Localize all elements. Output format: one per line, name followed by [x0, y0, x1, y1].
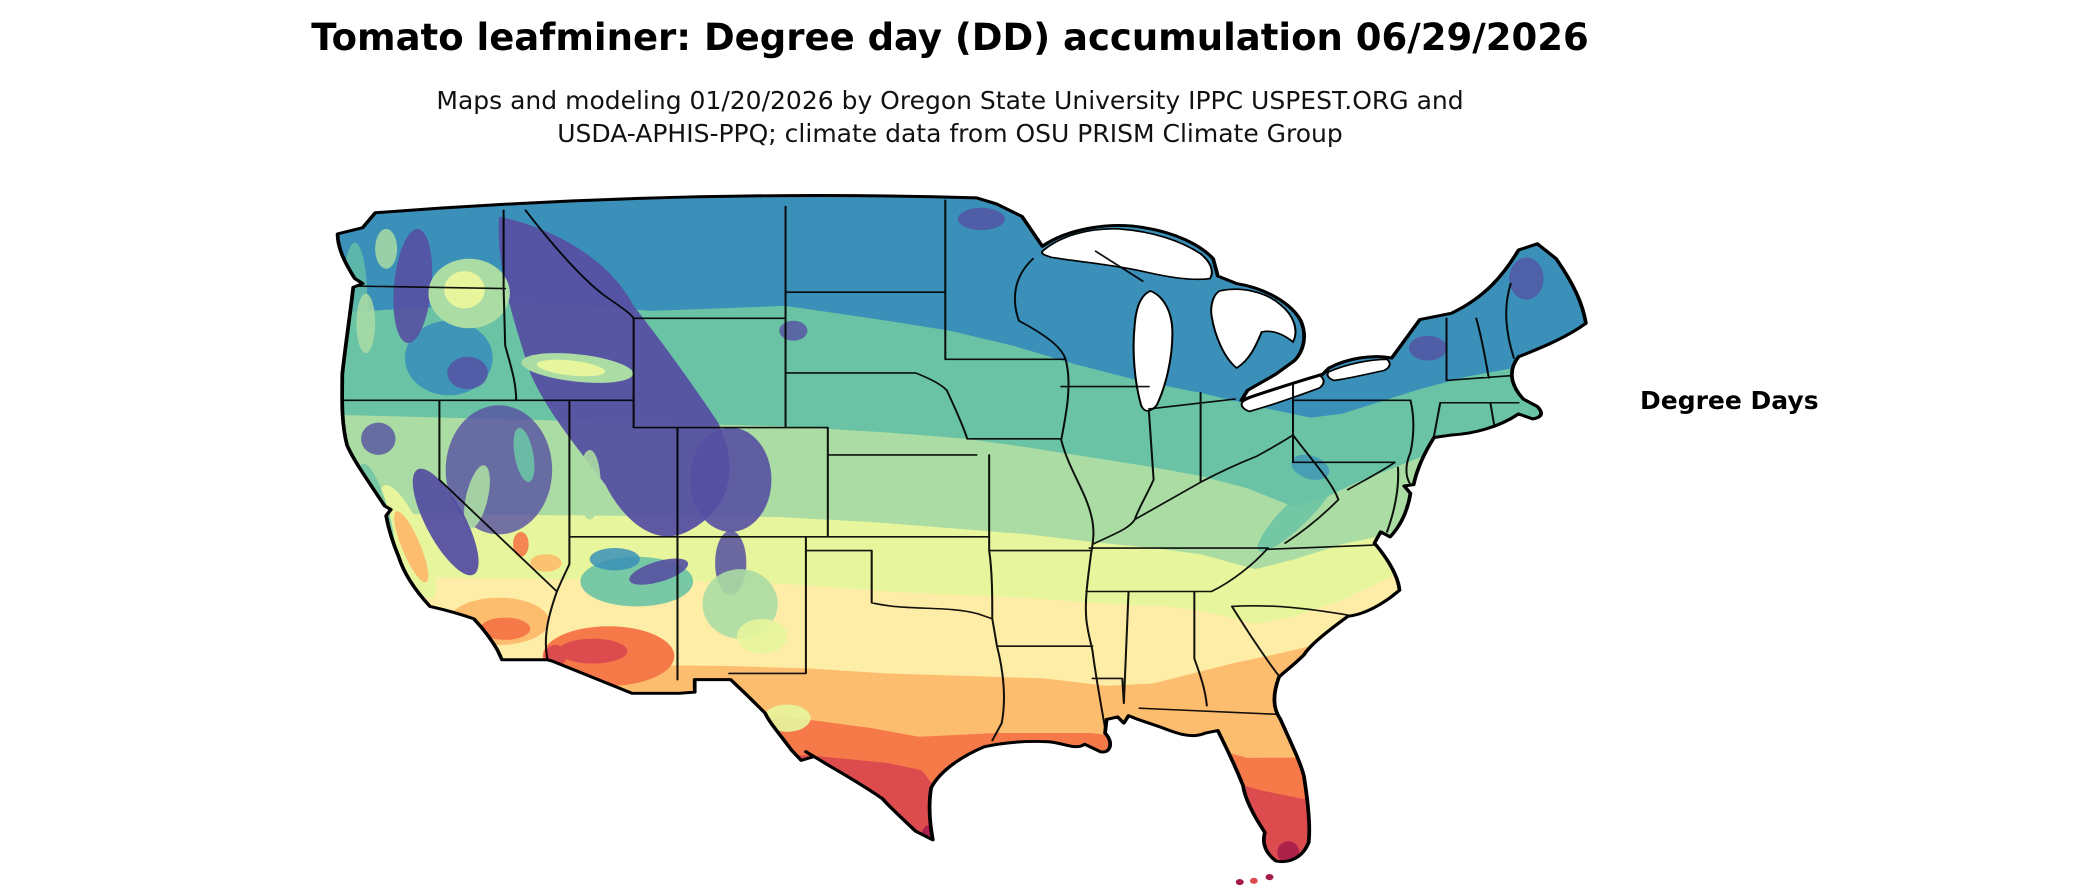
appalachians-region [1257, 472, 1338, 552]
legend-title: Degree Days [1640, 386, 1819, 415]
willamette-valley-region [356, 293, 376, 354]
page-subtitle-line2: USDA-APHIS-PPQ; climate data from OSU PR… [557, 119, 1343, 148]
terrain-patch [464, 465, 490, 529]
terrain-patch [578, 449, 601, 520]
black-hills-region [779, 320, 808, 341]
klamath-region [361, 422, 396, 455]
sierra-nevada-region [412, 468, 479, 576]
west-texas-mountains-region [763, 704, 811, 732]
map-svg [335, 194, 1588, 886]
colorado-rockies-region [690, 427, 772, 532]
page-title: Tomato leafminer: Degree day (DD) accumu… [311, 16, 1589, 59]
florida-key-dot [1235, 878, 1244, 886]
cascades-region [393, 229, 433, 344]
northern-minnesota-region [957, 207, 1005, 231]
page-subtitle: Maps and modeling 01/20/2026 by Oregon S… [0, 84, 1900, 150]
phoenix-desert-region [558, 638, 628, 664]
lake-michigan [1132, 290, 1174, 412]
florida-keys [1235, 873, 1274, 886]
terrain-patch [589, 548, 640, 571]
eastern-terrain-regions [921, 207, 1544, 862]
great-lakes [1041, 228, 1391, 413]
terrain-patch [736, 618, 788, 654]
us-outline [335, 194, 1588, 864]
lake-superior [1041, 228, 1213, 281]
adirondacks-region [1408, 335, 1447, 361]
lake-huron [1210, 288, 1297, 370]
terrain-patch [444, 271, 485, 309]
allegheny-highlands-region [1291, 454, 1330, 480]
las-vegas-valley-region [530, 554, 562, 572]
page-subtitle-line1: Maps and modeling 01/20/2026 by Oregon S… [436, 86, 1464, 115]
terrain-patch [480, 617, 531, 640]
florida-key-dot [1265, 873, 1274, 881]
death-valley-region [513, 531, 529, 557]
us-degree-day-map [300, 178, 1600, 892]
mogollon-rim-region [629, 558, 689, 585]
dd-raster [337, 195, 1586, 862]
northern-maine-region [1509, 257, 1544, 300]
terrain-patch [513, 427, 535, 482]
state-borders [341, 199, 1520, 742]
legend: Degree Days [1640, 386, 1819, 427]
terrain-patch [394, 511, 429, 583]
terrain-patch [447, 356, 488, 390]
terrain-patch [536, 359, 606, 377]
puget-lowland-region [375, 228, 398, 269]
lake-ontario [1326, 358, 1391, 382]
florida-key-dot [1249, 877, 1258, 884]
